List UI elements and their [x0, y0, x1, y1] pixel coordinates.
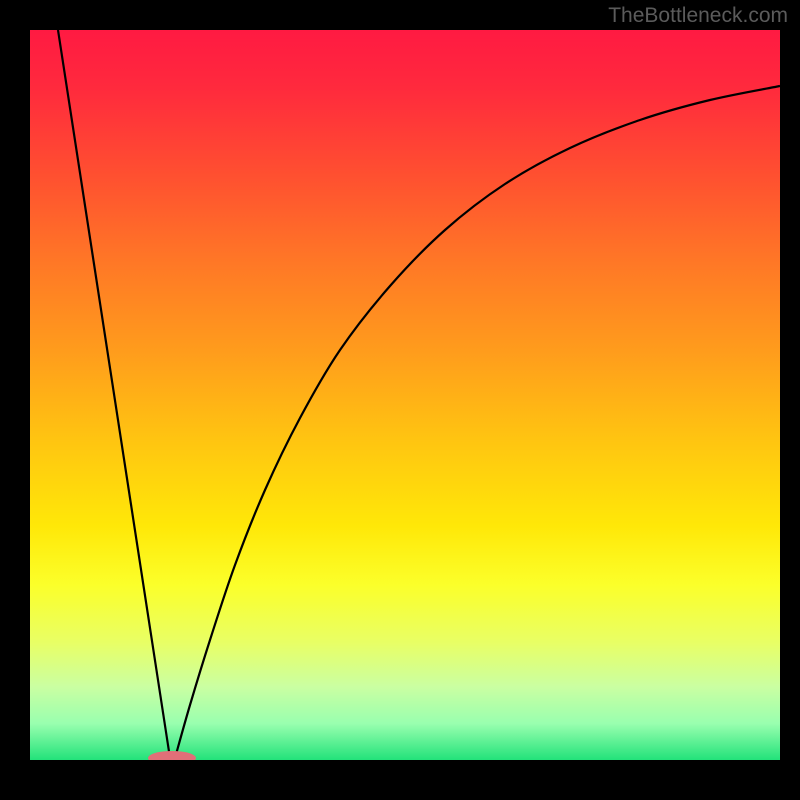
bottleneck-chart — [0, 0, 800, 800]
chart-plot-area — [30, 30, 780, 760]
chart-container: { "watermark": { "text": "TheBottleneck.… — [0, 0, 800, 800]
bottom-black-strip — [0, 760, 800, 800]
watermark-text: TheBottleneck.com — [608, 4, 788, 28]
